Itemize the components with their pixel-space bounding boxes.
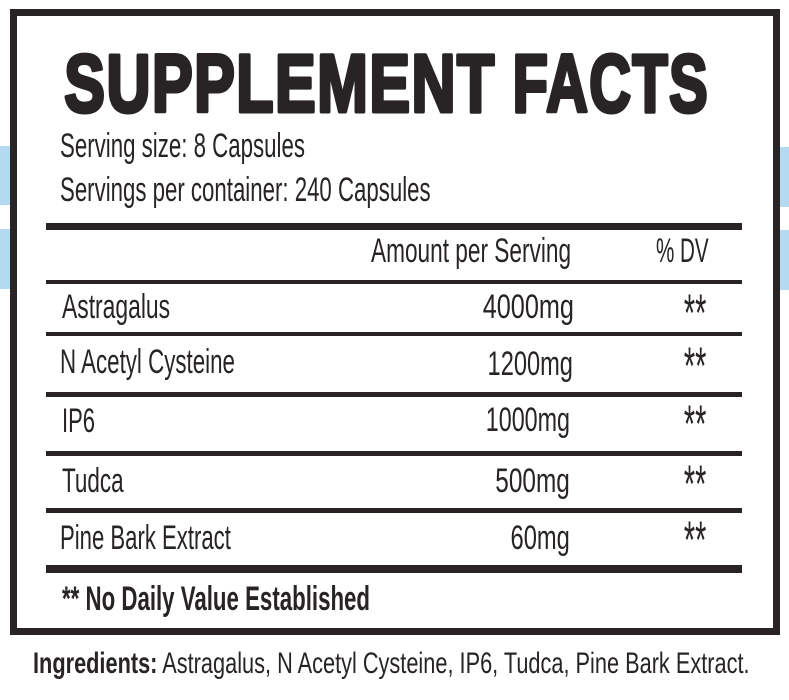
svg-text:SUPPLEMENT: SUPPLEMENT bbox=[64, 39, 495, 130]
svg-text:FACTS: FACTS bbox=[513, 38, 710, 129]
